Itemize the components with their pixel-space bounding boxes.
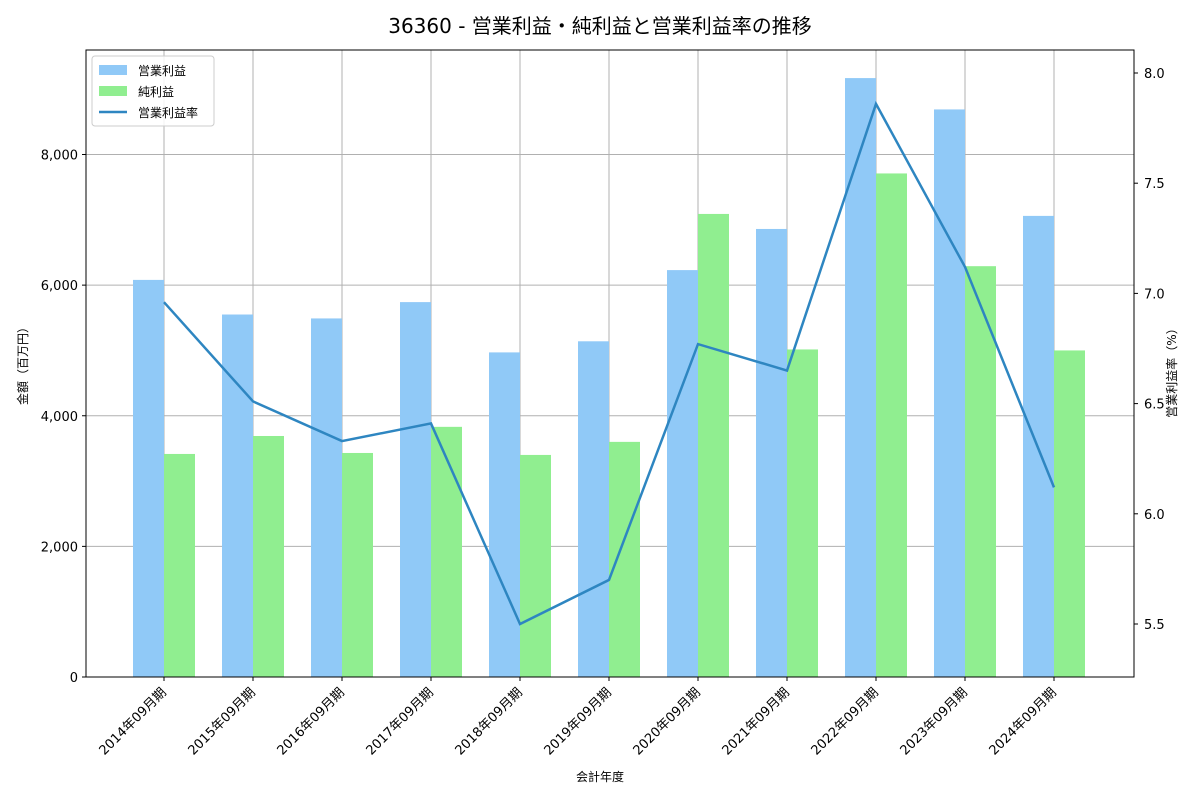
x-tick-label: 2024年09月期 xyxy=(987,685,1060,758)
y-axis-right-label: 営業利益率（%） xyxy=(1164,322,1179,417)
bar-net-profit xyxy=(965,266,996,677)
y2-tick-label: 7.5 xyxy=(1144,177,1165,192)
bar-operating-profit xyxy=(222,314,253,677)
bar-operating-profit xyxy=(578,341,609,677)
bar-net-profit xyxy=(698,213,729,677)
x-tick-label: 2017年09月期 xyxy=(364,685,437,758)
x-tick-label: 2022年09月期 xyxy=(809,685,882,758)
x-tick-label: 2021年09月期 xyxy=(720,685,793,758)
plot-frame xyxy=(85,49,1135,678)
bar-net-profit xyxy=(787,349,818,677)
y-axis-left-label: 金額（百万円） xyxy=(15,321,30,405)
y2-tick-label: 6.5 xyxy=(1144,398,1165,413)
bar-operating-profit xyxy=(934,109,965,677)
y-axis-right: 5.5 6.0 6.5 7.0 7.5 8.0 xyxy=(1134,67,1165,633)
bar-operating-profit xyxy=(667,270,698,677)
bar-net-profit xyxy=(431,426,462,677)
y2-tick-label: 8.0 xyxy=(1144,67,1165,82)
bar-net-profit xyxy=(164,453,195,677)
legend-swatch-net-profit xyxy=(99,86,127,96)
bar-net-profit xyxy=(609,441,640,677)
legend-label-net-profit: 純利益 xyxy=(138,85,174,99)
x-axis-label: 会計年度 xyxy=(576,769,624,784)
x-axis: 2014年09月期 2015年09月期 2016年09月期 2017年09月期 2018… xyxy=(97,677,1060,759)
y-axis-left: 0 2,000 4,000 6,000 8,000 xyxy=(41,149,86,686)
y-tick-label: 2,000 xyxy=(41,540,78,555)
x-tick-label: 2023年09月期 xyxy=(898,685,971,758)
legend-label-operating-profit: 営業利益 xyxy=(138,64,186,78)
bar-operating-profit xyxy=(311,318,342,677)
x-tick-label: 2015年09月期 xyxy=(186,685,259,758)
line-operating-margin xyxy=(163,100,1056,626)
y2-tick-label: 7.0 xyxy=(1144,287,1165,302)
legend: 営業利益 純利益 営業利益率 xyxy=(91,55,215,127)
bar-operating-profit xyxy=(489,352,520,677)
legend-label-operating-margin: 営業利益率 xyxy=(138,105,198,120)
bar-operating-profit xyxy=(756,228,787,678)
bar-net-profit xyxy=(253,435,284,677)
x-tick-label: 2014年09月期 xyxy=(97,685,170,758)
bar-net-profit xyxy=(520,454,551,677)
y2-tick-label: 5.5 xyxy=(1144,618,1165,633)
line-series xyxy=(163,100,1056,626)
bar-operating-profit xyxy=(400,302,431,677)
y-tick-label: 6,000 xyxy=(41,279,78,294)
bar-net-profit xyxy=(876,173,907,678)
x-tick-label: 2020年09月期 xyxy=(631,685,704,758)
y-tick-label: 8,000 xyxy=(41,149,78,164)
legend-swatch-operating-profit xyxy=(99,65,127,75)
bar-net-profit xyxy=(1054,350,1085,677)
x-tick-label: 2016年09月期 xyxy=(275,685,348,758)
chart-title: 36360 - 営業利益・純利益と営業利益率の推移 xyxy=(388,14,812,38)
x-tick-label: 2018年09月期 xyxy=(453,685,526,758)
x-tick-label: 2019年09月期 xyxy=(542,685,615,758)
bar-operating-profit xyxy=(133,279,164,677)
y-tick-label: 0 xyxy=(70,671,78,686)
bar-net-profit xyxy=(342,452,373,677)
bar-series xyxy=(133,78,1085,678)
y2-tick-label: 6.0 xyxy=(1144,508,1165,523)
y-tick-label: 4,000 xyxy=(41,410,78,425)
bar-operating-profit xyxy=(845,78,876,678)
